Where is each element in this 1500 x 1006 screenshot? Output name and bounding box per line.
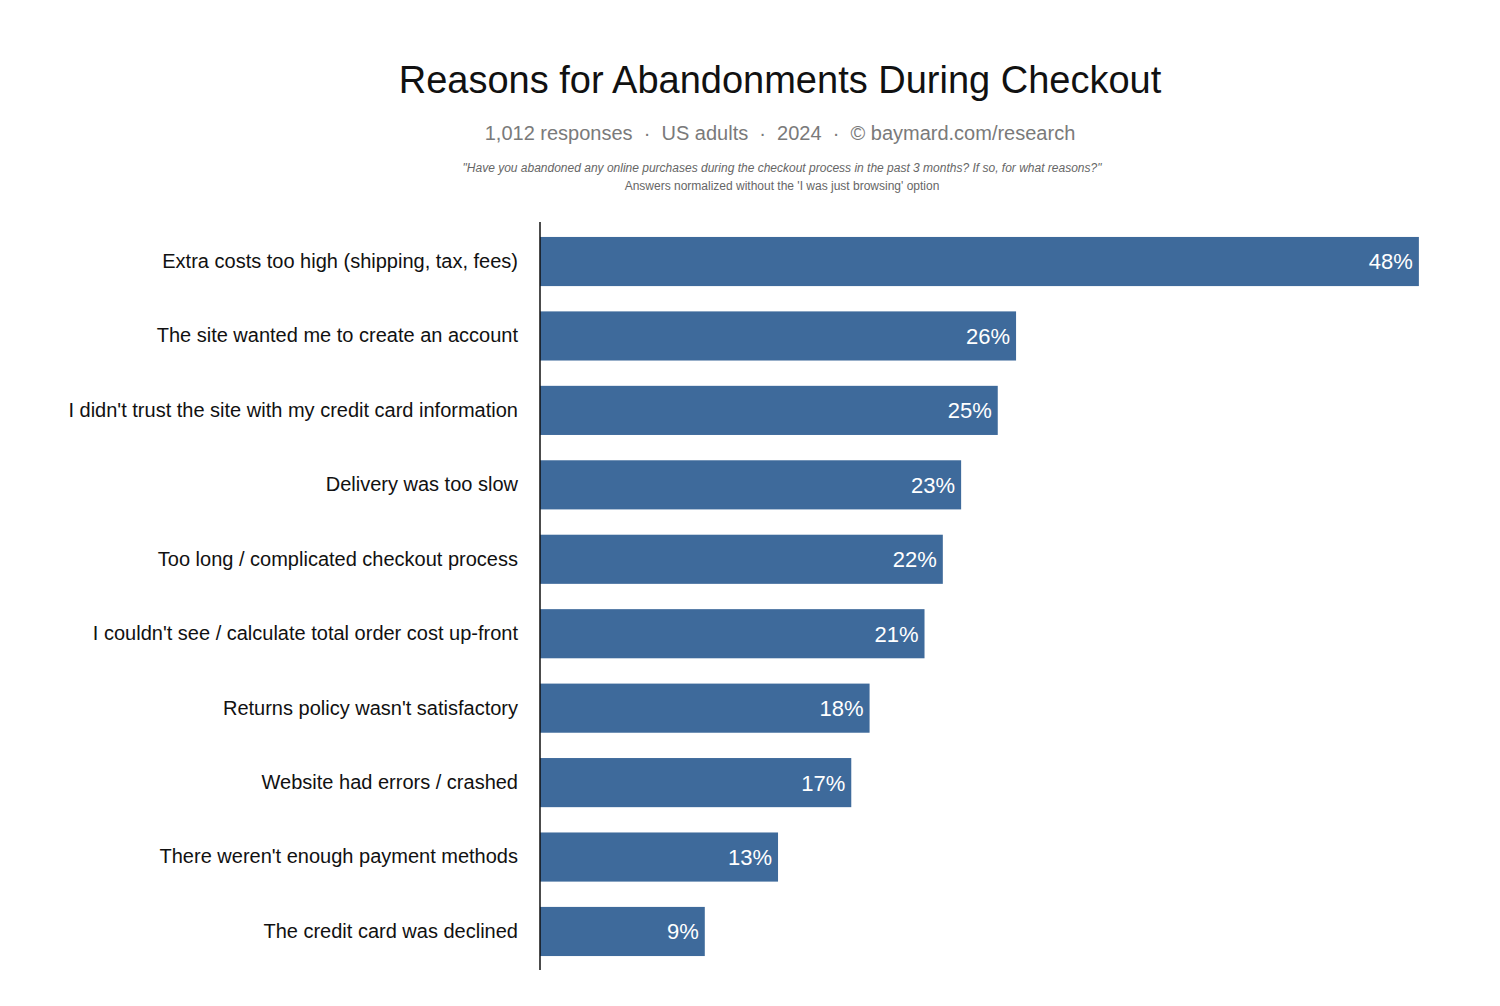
tick-label: Delivery was too slow bbox=[326, 473, 519, 495]
bar bbox=[540, 311, 1016, 360]
data-label: 26% bbox=[966, 324, 1010, 349]
tick-label: The site wanted me to create an account bbox=[157, 324, 519, 346]
tick-label: Extra costs too high (shipping, tax, fee… bbox=[162, 250, 518, 272]
chart: Reasons for Abandonments During Checkout… bbox=[0, 0, 1500, 1006]
bar bbox=[540, 907, 705, 956]
tick: Too long / complicated checkout process bbox=[158, 548, 518, 570]
annotation: "Have you abandoned any online purchases… bbox=[463, 161, 1103, 175]
bar bbox=[540, 460, 961, 509]
tick-label: The credit card was declined bbox=[263, 920, 518, 942]
tick: Returns policy wasn't satisfactory bbox=[223, 697, 518, 719]
data-labels: 48% 26% 25% 23% 22% 21% 18% 17% 13% 9% bbox=[667, 249, 1413, 944]
tick: Delivery was too slow bbox=[326, 473, 519, 495]
tick: There weren't enough payment methods bbox=[160, 845, 518, 867]
tick: I didn't trust the site with my credit c… bbox=[68, 399, 518, 421]
bar bbox=[540, 535, 943, 584]
tick-label: I didn't trust the site with my credit c… bbox=[68, 399, 518, 421]
data-label: 23% bbox=[911, 473, 955, 498]
bar bbox=[540, 386, 998, 435]
title: Reasons for Abandonments During Checkout bbox=[399, 59, 1162, 101]
data-label: 22% bbox=[893, 547, 937, 572]
bar bbox=[540, 237, 1419, 286]
data-label: 18% bbox=[820, 696, 864, 721]
data-label: 17% bbox=[801, 771, 845, 796]
tick: Website had errors / crashed bbox=[262, 771, 518, 793]
tick: Extra costs too high (shipping, tax, fee… bbox=[162, 250, 518, 272]
tick-label: Too long / complicated checkout process bbox=[158, 548, 518, 570]
tick: I couldn't see / calculate total order c… bbox=[93, 622, 519, 644]
tick-label: I couldn't see / calculate total order c… bbox=[93, 622, 519, 644]
bars bbox=[540, 237, 1419, 956]
data-label: 13% bbox=[728, 845, 772, 870]
y-axis: Extra costs too high (shipping, tax, fee… bbox=[68, 222, 540, 970]
subtitle: 1,012 responses · US adults · 2024 · © b… bbox=[485, 122, 1076, 144]
data-label: 21% bbox=[874, 622, 918, 647]
data-label: 9% bbox=[667, 919, 699, 944]
tick-label: Website had errors / crashed bbox=[262, 771, 518, 793]
annotation: Answers normalized without the 'I was ju… bbox=[625, 179, 940, 193]
bar bbox=[540, 832, 778, 881]
data-label: 48% bbox=[1369, 249, 1413, 274]
data-label: 25% bbox=[948, 398, 992, 423]
bar bbox=[540, 609, 925, 658]
tick: The credit card was declined bbox=[263, 920, 518, 942]
bar bbox=[540, 684, 870, 733]
bar bbox=[540, 758, 851, 807]
tick-label: Returns policy wasn't satisfactory bbox=[223, 697, 518, 719]
axis-line bbox=[539, 222, 541, 970]
tick: The site wanted me to create an account bbox=[157, 324, 519, 346]
tick-label: There weren't enough payment methods bbox=[160, 845, 518, 867]
